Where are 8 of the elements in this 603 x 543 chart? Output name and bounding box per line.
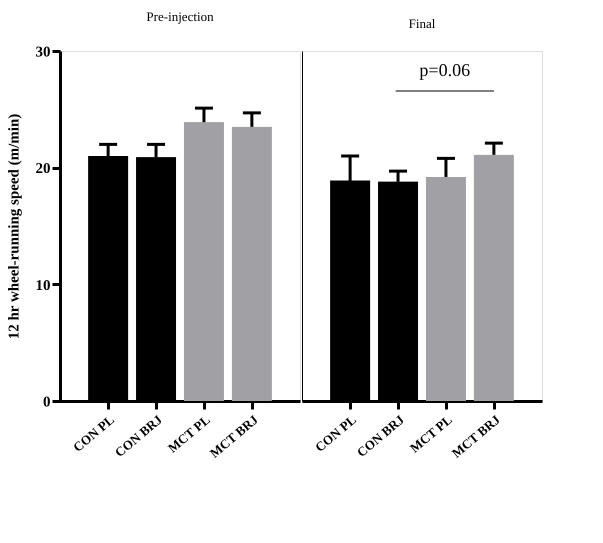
y-axis-title: 12 hr wheel-running speed (m/min) [6,114,22,340]
y-tick-label: 0 [43,394,50,410]
annotation: p=0.06 [419,60,470,80]
y-tick-label: 20 [36,161,50,178]
y-tick-label: 10 [36,278,50,294]
chart-title: Pre-injection [146,9,214,24]
chart-title: Final [408,16,436,31]
y-tick-label: 30 [36,44,50,60]
